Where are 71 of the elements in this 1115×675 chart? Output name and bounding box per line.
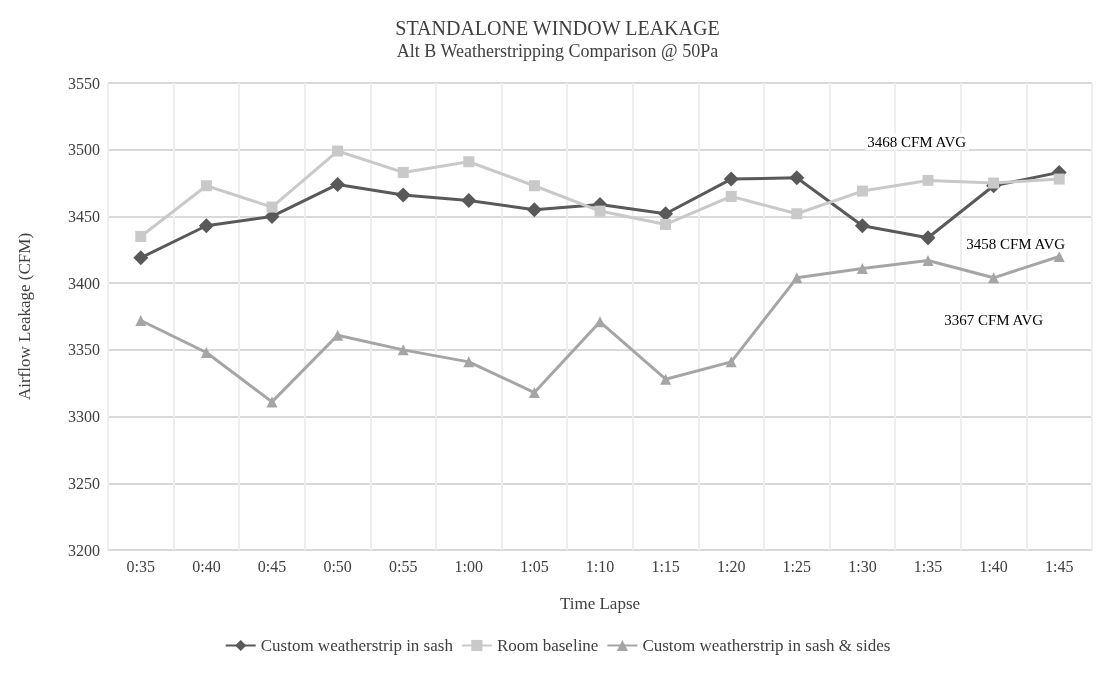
point <box>660 218 672 230</box>
x-axis-title: Time Lapse <box>559 594 641 613</box>
point <box>528 387 540 399</box>
legend-label: Custom weatherstrip in sash & sides <box>642 636 891 655</box>
x-tick-label: 0:35 <box>126 557 156 575</box>
point <box>725 356 737 368</box>
point <box>332 329 344 341</box>
point <box>332 145 344 157</box>
x-tick-label: 1:40 <box>979 557 1008 575</box>
annotation: 3468 CFM AVG <box>867 133 967 150</box>
point <box>397 166 409 178</box>
chart-subtitle: Alt B Weatherstripping Comparison @ 50Pa <box>396 41 719 61</box>
point <box>266 396 278 408</box>
point <box>133 250 149 266</box>
chart-title: STANDALONE WINDOW LEAKAGE <box>395 17 720 39</box>
point <box>330 176 346 192</box>
y-tick-label: 3400 <box>68 274 100 292</box>
point <box>988 177 1000 189</box>
y-tick-label: 3450 <box>68 207 100 225</box>
point <box>528 180 540 192</box>
point <box>135 230 147 242</box>
point <box>725 190 737 202</box>
point <box>660 373 672 385</box>
point <box>1053 173 1065 185</box>
point <box>463 156 475 168</box>
legend-label: Custom weatherstrip in sash <box>260 636 454 655</box>
x-tick-label: 1:05 <box>520 557 549 575</box>
x-tick-label: 0:55 <box>388 557 418 575</box>
x-tick-label: 1:15 <box>651 557 680 575</box>
x-tick-label: 0:40 <box>192 557 221 575</box>
point <box>856 185 868 197</box>
x-tick-label: 0:45 <box>257 557 287 575</box>
x-tick-label: 1:45 <box>1044 557 1074 575</box>
point <box>723 171 739 187</box>
point <box>198 218 214 234</box>
legend-label: Room baseline <box>496 636 599 655</box>
point <box>594 205 606 217</box>
point <box>463 356 475 368</box>
point <box>789 170 805 186</box>
point <box>791 208 803 220</box>
point <box>395 187 411 203</box>
annotation: 3458 CFM AVG <box>966 235 1066 252</box>
point <box>461 192 477 208</box>
y-tick-label: 3300 <box>68 408 100 426</box>
y-tick-label: 3200 <box>68 541 100 559</box>
point <box>135 315 147 326</box>
point <box>397 344 409 356</box>
point <box>922 254 934 266</box>
point <box>920 230 936 246</box>
x-tick-label: 1:35 <box>913 557 943 575</box>
point <box>988 272 1000 284</box>
point <box>266 201 278 213</box>
point <box>856 262 868 274</box>
y-tick-label: 3500 <box>68 141 100 159</box>
point <box>526 202 542 218</box>
x-tick-label: 0:50 <box>323 557 352 575</box>
point <box>791 272 803 284</box>
point <box>200 180 212 192</box>
point <box>922 174 934 186</box>
x-tick-label: 1:30 <box>848 557 877 575</box>
y-tick-label: 3350 <box>68 341 100 359</box>
y-tick-label: 3550 <box>68 74 100 92</box>
y-axis-title: Airflow Leakage (CFM) <box>15 232 34 401</box>
annotation: 3367 CFM AVG <box>944 311 1044 328</box>
x-tick-label: 1:20 <box>716 557 746 575</box>
y-tick-label: 3250 <box>68 474 100 492</box>
point <box>200 347 212 359</box>
point <box>854 218 870 234</box>
x-tick-label: 1:00 <box>454 557 484 575</box>
x-tick-label: 1:10 <box>585 557 615 575</box>
x-tick-label: 1:25 <box>782 557 812 575</box>
